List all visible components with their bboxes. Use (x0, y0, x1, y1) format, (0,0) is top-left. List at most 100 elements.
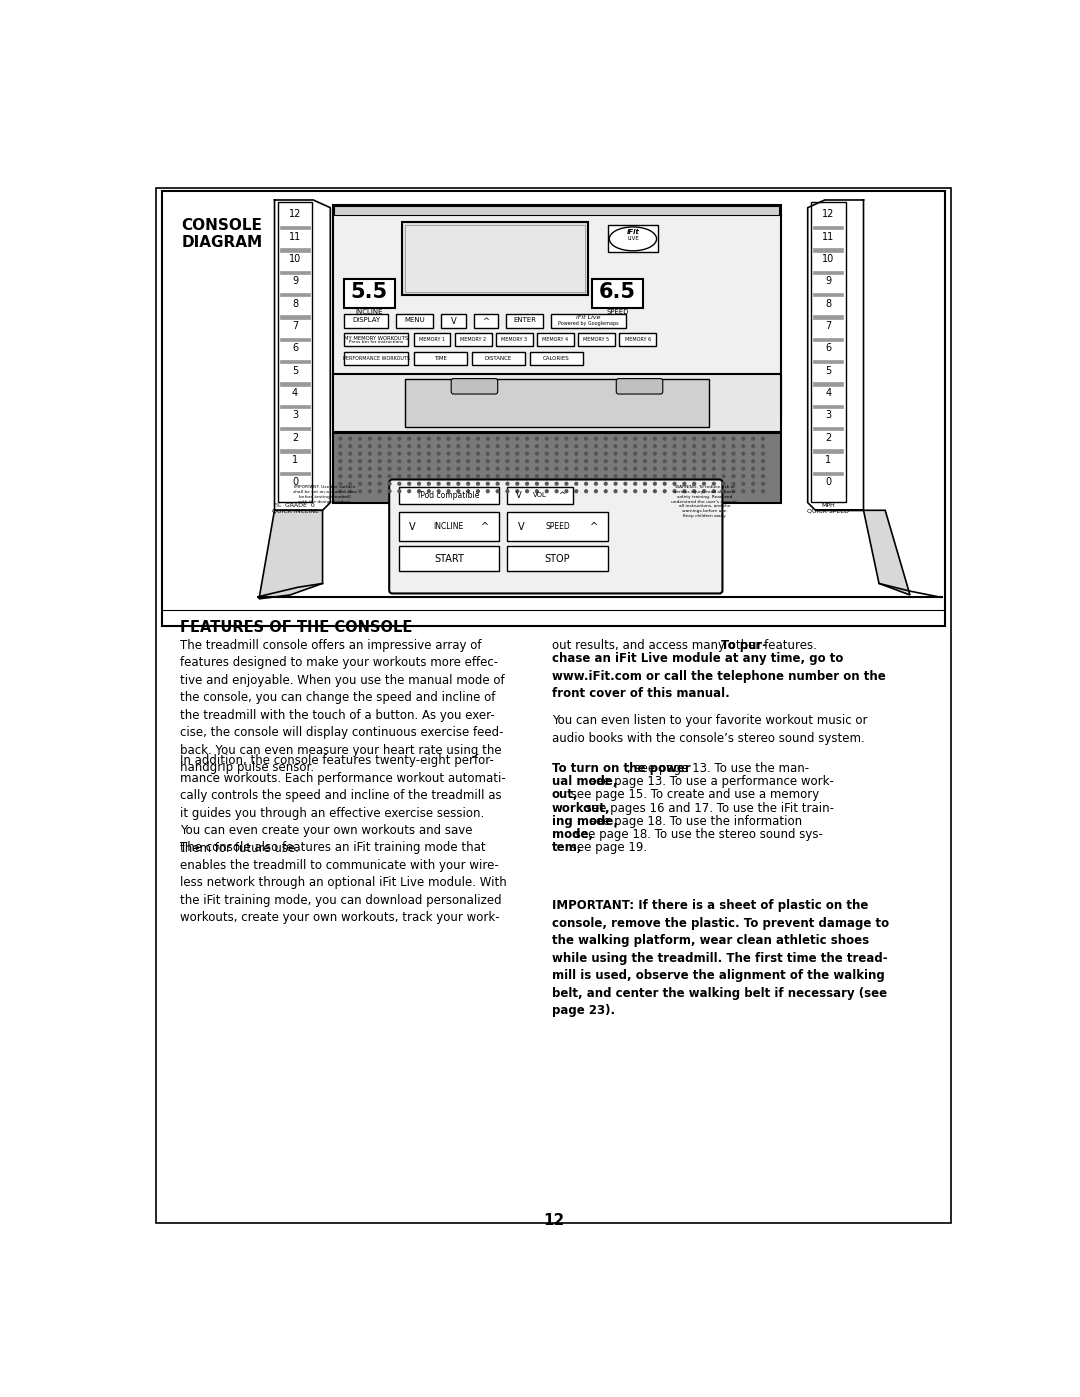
Circle shape (486, 437, 489, 440)
Circle shape (339, 482, 341, 485)
Circle shape (437, 475, 440, 478)
Circle shape (634, 437, 636, 440)
Bar (813, 405, 843, 408)
Circle shape (742, 437, 745, 440)
Circle shape (467, 460, 470, 462)
Text: 4: 4 (825, 388, 832, 398)
Circle shape (703, 444, 705, 447)
Circle shape (594, 437, 597, 440)
Text: FEATURES OF THE CONSOLE: FEATURES OF THE CONSOLE (180, 620, 413, 636)
Bar (280, 383, 310, 386)
Circle shape (723, 444, 725, 447)
Text: 7: 7 (825, 321, 832, 331)
Text: 8: 8 (292, 299, 298, 309)
Circle shape (663, 460, 666, 462)
Circle shape (624, 490, 626, 493)
Circle shape (605, 444, 607, 447)
Circle shape (584, 453, 588, 455)
Text: INCLINE: INCLINE (434, 522, 464, 531)
Circle shape (605, 482, 607, 485)
Circle shape (378, 475, 381, 478)
Circle shape (467, 475, 470, 478)
Circle shape (644, 482, 647, 485)
Circle shape (713, 437, 715, 440)
Circle shape (605, 475, 607, 478)
Circle shape (634, 453, 636, 455)
Circle shape (692, 437, 696, 440)
Circle shape (555, 490, 558, 493)
Circle shape (565, 460, 568, 462)
Circle shape (761, 468, 765, 471)
Text: CONSOLE: CONSOLE (181, 218, 262, 233)
Circle shape (507, 437, 509, 440)
Polygon shape (259, 510, 323, 599)
Text: MY MEMORY WORKOUTS: MY MEMORY WORKOUTS (343, 335, 408, 341)
Text: 10: 10 (822, 254, 835, 264)
Circle shape (594, 482, 597, 485)
Circle shape (555, 475, 558, 478)
Circle shape (467, 468, 470, 471)
Bar (345, 279, 394, 307)
Circle shape (536, 490, 538, 493)
Bar (162, 191, 945, 626)
Circle shape (536, 475, 538, 478)
Circle shape (457, 475, 460, 478)
Bar (441, 314, 465, 328)
Circle shape (683, 444, 686, 447)
Circle shape (418, 475, 420, 478)
Bar (474, 314, 499, 328)
Circle shape (742, 490, 745, 493)
Circle shape (526, 490, 528, 493)
Circle shape (339, 444, 341, 447)
Circle shape (388, 468, 391, 471)
Circle shape (388, 482, 391, 485)
Circle shape (349, 460, 352, 462)
Circle shape (388, 444, 391, 447)
Circle shape (594, 468, 597, 471)
Circle shape (507, 453, 509, 455)
Circle shape (653, 453, 657, 455)
Circle shape (663, 468, 666, 471)
Circle shape (605, 437, 607, 440)
Circle shape (418, 482, 420, 485)
Circle shape (496, 460, 499, 462)
Circle shape (692, 444, 696, 447)
Circle shape (624, 475, 626, 478)
Circle shape (359, 475, 362, 478)
Circle shape (644, 468, 647, 471)
Circle shape (761, 475, 765, 478)
Text: ^: ^ (557, 490, 565, 500)
Text: out,: out, (552, 788, 579, 802)
Circle shape (644, 460, 647, 462)
Circle shape (732, 437, 734, 440)
Circle shape (615, 475, 617, 478)
Bar (334, 207, 779, 215)
Circle shape (397, 437, 401, 440)
Text: INCLINE: INCLINE (355, 309, 383, 314)
Circle shape (378, 490, 381, 493)
Text: 9: 9 (292, 277, 298, 286)
Circle shape (713, 475, 715, 478)
Bar (811, 201, 846, 502)
Circle shape (575, 437, 578, 440)
Bar (551, 314, 625, 328)
Text: 11: 11 (289, 232, 301, 242)
Circle shape (476, 475, 480, 478)
Text: 12: 12 (288, 210, 301, 219)
Circle shape (713, 482, 715, 485)
Circle shape (408, 475, 410, 478)
Circle shape (447, 453, 450, 455)
Text: To pur-: To pur- (721, 638, 767, 652)
Circle shape (437, 468, 440, 471)
Circle shape (397, 482, 401, 485)
Bar (537, 334, 573, 346)
Circle shape (644, 437, 647, 440)
Text: QUICK SPEED: QUICK SPEED (807, 509, 849, 514)
Text: 0: 0 (292, 478, 298, 488)
Circle shape (624, 482, 626, 485)
Circle shape (732, 490, 734, 493)
Circle shape (349, 444, 352, 447)
Circle shape (723, 437, 725, 440)
Text: 11: 11 (822, 232, 835, 242)
Circle shape (683, 460, 686, 462)
